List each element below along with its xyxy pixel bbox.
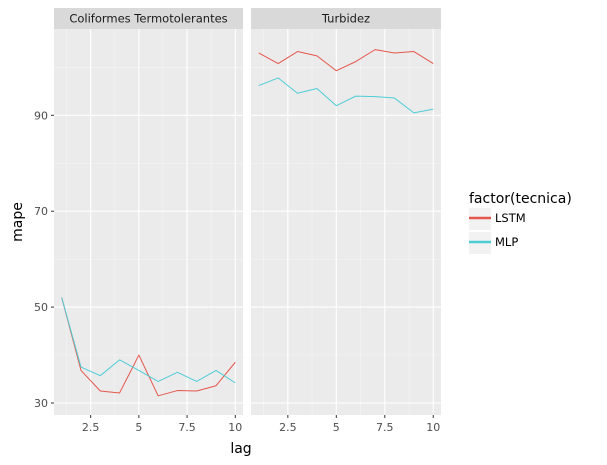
- y-axis-title: mape: [10, 202, 26, 242]
- x-tick-label: 2.5: [82, 421, 100, 434]
- legend-item-lstm: LSTM: [469, 208, 526, 230]
- y-tick-label: 90: [34, 109, 48, 122]
- x-tick-label: 10: [228, 421, 242, 434]
- axes-layer: 2.5 5 7.5 10 2.5 5 7.5 10 30 50 70 90: [34, 109, 440, 434]
- legend-entries: LSTM MLP: [469, 208, 526, 254]
- facet-strip: [251, 8, 441, 29]
- legend-title: factor(tecnica): [469, 191, 572, 207]
- y-tick-label: 30: [34, 397, 48, 410]
- facet-strip: [54, 8, 243, 29]
- facet-strip-label: Coliformes Termotolerantes: [69, 12, 227, 26]
- x-tick-label: 2.5: [279, 421, 297, 434]
- legend-label: LSTM: [495, 211, 526, 225]
- series-line-lstm: [258, 49, 434, 72]
- y-tick-label: 70: [34, 205, 48, 218]
- y-tick-label: 50: [34, 301, 48, 314]
- x-tick-label: 5: [135, 421, 142, 434]
- series-line-mlp: [61, 297, 236, 384]
- x-tick-label: 5: [333, 421, 340, 434]
- panel-1: Coliformes Termotolerantes: [54, 8, 243, 415]
- legend: factor(tecnica) LSTM MLP: [469, 191, 572, 254]
- facet-strip-label: Turbidez: [321, 12, 370, 26]
- series-line-mlp: [258, 77, 434, 114]
- x-tick-label: 7.5: [376, 421, 394, 434]
- x-axis-title: lag: [230, 441, 251, 457]
- panel-2: Turbidez: [251, 8, 441, 415]
- panel-background: [54, 29, 243, 415]
- legend-label: MLP: [495, 235, 518, 249]
- x-tick-label: 7.5: [178, 421, 196, 434]
- legend-item-mlp: MLP: [469, 232, 518, 254]
- panel-background: [251, 29, 441, 415]
- x-tick-label: 10: [426, 421, 440, 434]
- panels-layer: Coliformes Termotolerantes Turbidez: [54, 8, 441, 415]
